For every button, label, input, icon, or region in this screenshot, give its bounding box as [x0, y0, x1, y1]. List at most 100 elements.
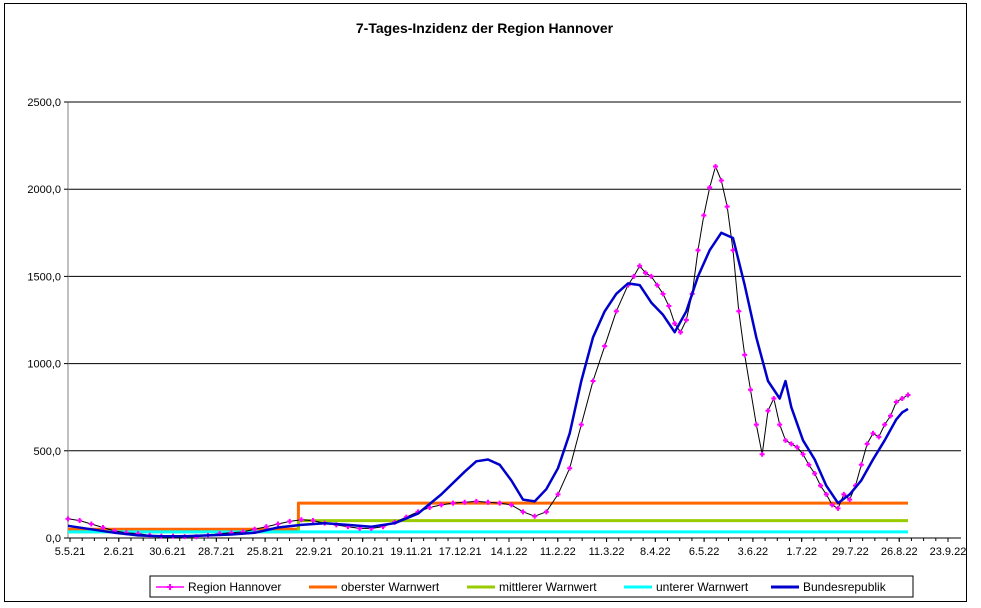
series-line — [67, 231, 909, 538]
data-point — [643, 270, 648, 276]
data-point — [77, 518, 83, 524]
data-point — [748, 387, 753, 393]
series-lines — [65, 164, 911, 540]
data-point — [637, 263, 643, 269]
x-tick-label: 11.2.22 — [540, 546, 576, 558]
data-point — [555, 491, 561, 497]
data-point — [275, 521, 281, 527]
data-point — [654, 282, 660, 288]
data-point — [759, 451, 765, 457]
y-tick-label: 500,0 — [33, 446, 61, 458]
data-point — [800, 451, 806, 457]
data-point — [730, 247, 736, 253]
data-point — [736, 308, 742, 314]
y-tick-label: 2000,0 — [27, 184, 61, 196]
data-point — [532, 513, 538, 519]
data-point — [613, 308, 619, 314]
data-point — [666, 303, 672, 309]
x-tick-label: 3.6.22 — [738, 546, 769, 558]
data-point — [263, 524, 269, 530]
data-point — [765, 408, 771, 414]
data-point — [870, 430, 876, 436]
legend: Region Hannover oberster Warnwert mittlere… — [149, 575, 914, 598]
y-axis-ticks: 0,0 500,0 1000,0 1500,0 2000,0 2500,0 — [27, 97, 68, 545]
data-point — [631, 273, 637, 279]
x-tick-label: 20.10.21 — [341, 546, 384, 558]
data-point — [473, 498, 479, 504]
y-tick-label: 2500,0 — [27, 97, 61, 109]
x-tick-label: 25.8.21 — [247, 546, 284, 558]
x-tick-label: 22.9.21 — [296, 546, 333, 558]
data-point — [497, 500, 503, 506]
legend-label: unterer Warnwert — [656, 580, 749, 594]
x-tick-label: 2.6.21 — [103, 546, 134, 558]
x-tick-label: 11.3.22 — [589, 546, 625, 558]
data-point — [893, 399, 899, 405]
data-point — [864, 441, 870, 447]
data-point — [788, 441, 794, 447]
axes — [67, 102, 961, 539]
data-point — [578, 422, 584, 428]
x-tick-label: 14.1.22 — [491, 546, 528, 558]
x-tick-label: 17.12.21 — [439, 546, 482, 558]
legend-label: mittlerer Warnwert — [499, 580, 597, 594]
x-tick-label: 6.5.22 — [689, 546, 720, 558]
data-point — [287, 518, 293, 524]
data-point — [771, 395, 777, 401]
y-tick-label: 0,0 — [46, 533, 61, 545]
data-point — [713, 164, 718, 170]
data-point — [462, 499, 468, 505]
data-point — [905, 392, 911, 398]
data-point — [298, 517, 304, 523]
data-point — [882, 422, 888, 428]
data-point — [806, 462, 812, 468]
x-tick-label: 8.4.22 — [640, 546, 671, 558]
data-point — [602, 343, 608, 349]
data-point — [485, 499, 491, 505]
data-point — [777, 422, 783, 428]
data-point — [252, 526, 258, 532]
series-line — [67, 166, 909, 538]
x-tick-label: 28.7.21 — [198, 546, 235, 558]
legend-label: Bundesrepublik — [803, 580, 887, 594]
data-point — [823, 491, 829, 497]
x-tick-label: 19.11.21 — [390, 546, 432, 558]
data-point — [543, 509, 549, 515]
legend-marker — [167, 584, 173, 590]
data-point — [841, 491, 847, 497]
data-point — [65, 516, 71, 522]
x-tick-label: 26.8.22 — [881, 546, 918, 558]
data-point — [835, 505, 841, 511]
data-point — [742, 352, 748, 358]
data-point — [438, 502, 444, 508]
data-point — [100, 525, 106, 531]
data-point — [753, 422, 759, 428]
data-point — [648, 273, 654, 279]
data-point — [718, 177, 724, 183]
legend-label: oberster Warnwert — [341, 580, 440, 594]
data-point — [701, 212, 707, 218]
data-point — [683, 317, 689, 323]
data-point — [508, 502, 514, 508]
data-point — [678, 329, 683, 335]
data-point — [812, 470, 818, 476]
data-point — [829, 502, 835, 508]
y-tick-label: 1500,0 — [27, 271, 61, 283]
data-point — [818, 483, 823, 489]
legend-label: Region Hannover — [188, 580, 281, 594]
data-point — [88, 521, 94, 527]
data-point — [660, 291, 666, 297]
x-tick-label: 29.7.22 — [832, 546, 869, 558]
x-tick-label: 23.9.22 — [930, 546, 967, 558]
data-point — [672, 320, 678, 326]
gridlines — [68, 101, 961, 452]
data-point — [567, 465, 573, 471]
data-point — [520, 509, 526, 515]
data-point — [899, 395, 905, 401]
x-axis-ticks: 5.5.21 2.6.21 30.6.21 28.7.21 25.8.21 22.9.21… — [55, 538, 967, 558]
data-point — [450, 500, 456, 506]
data-point — [427, 504, 433, 510]
data-point — [707, 184, 713, 190]
data-point — [794, 444, 800, 450]
